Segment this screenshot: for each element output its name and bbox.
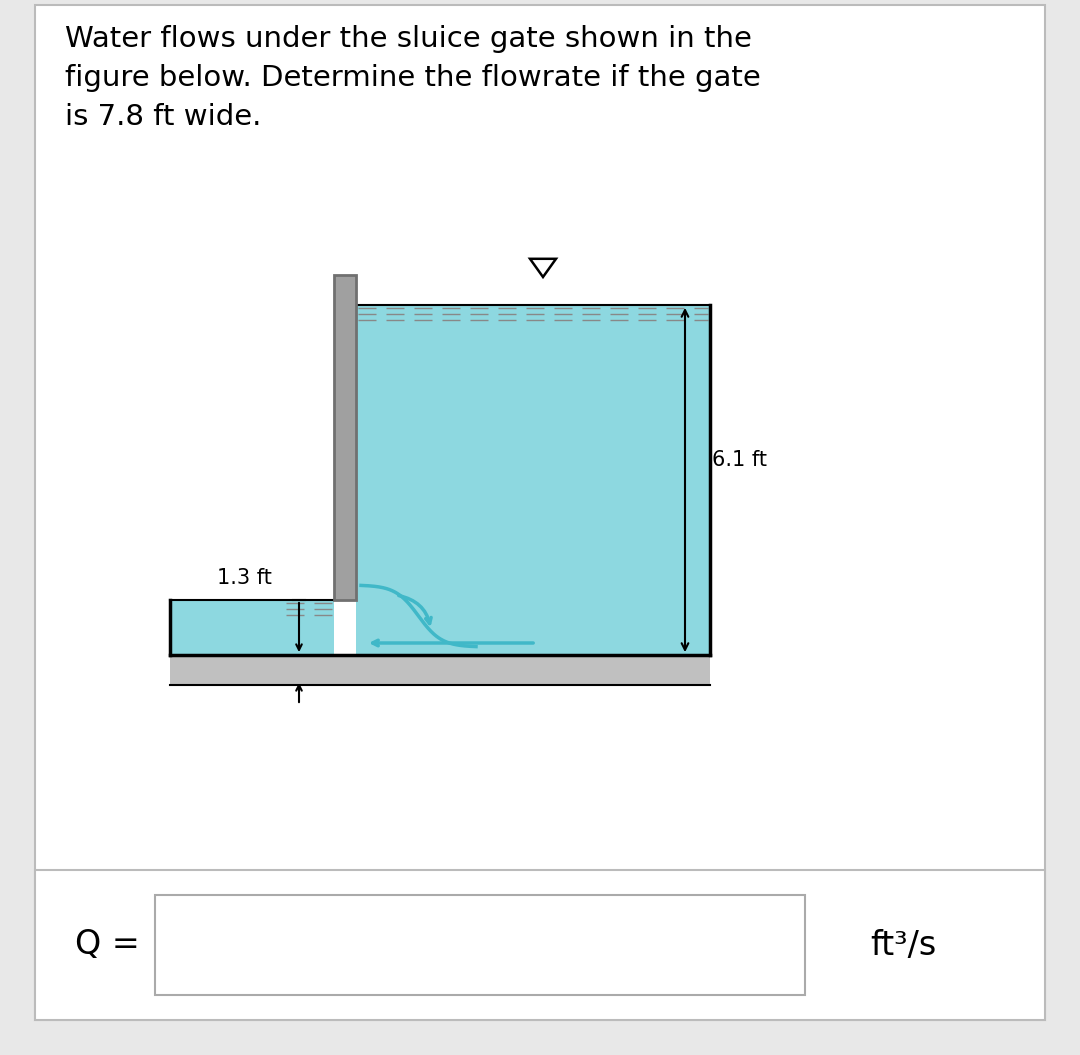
- Text: ft³/s: ft³/s: [870, 928, 936, 961]
- Bar: [334, 275, 356, 600]
- Bar: [35, 870, 1045, 1020]
- Bar: [170, 655, 710, 685]
- Polygon shape: [356, 305, 710, 655]
- Text: Water flows under the sluice gate shown in the
figure below. Determine the flowr: Water flows under the sluice gate shown …: [65, 25, 760, 131]
- Bar: [156, 895, 805, 995]
- Text: 6.1 ft: 6.1 ft: [713, 450, 768, 469]
- Polygon shape: [530, 258, 556, 277]
- Text: 1.3 ft: 1.3 ft: [217, 568, 271, 588]
- Polygon shape: [170, 600, 334, 655]
- Text: Q =: Q =: [75, 928, 139, 961]
